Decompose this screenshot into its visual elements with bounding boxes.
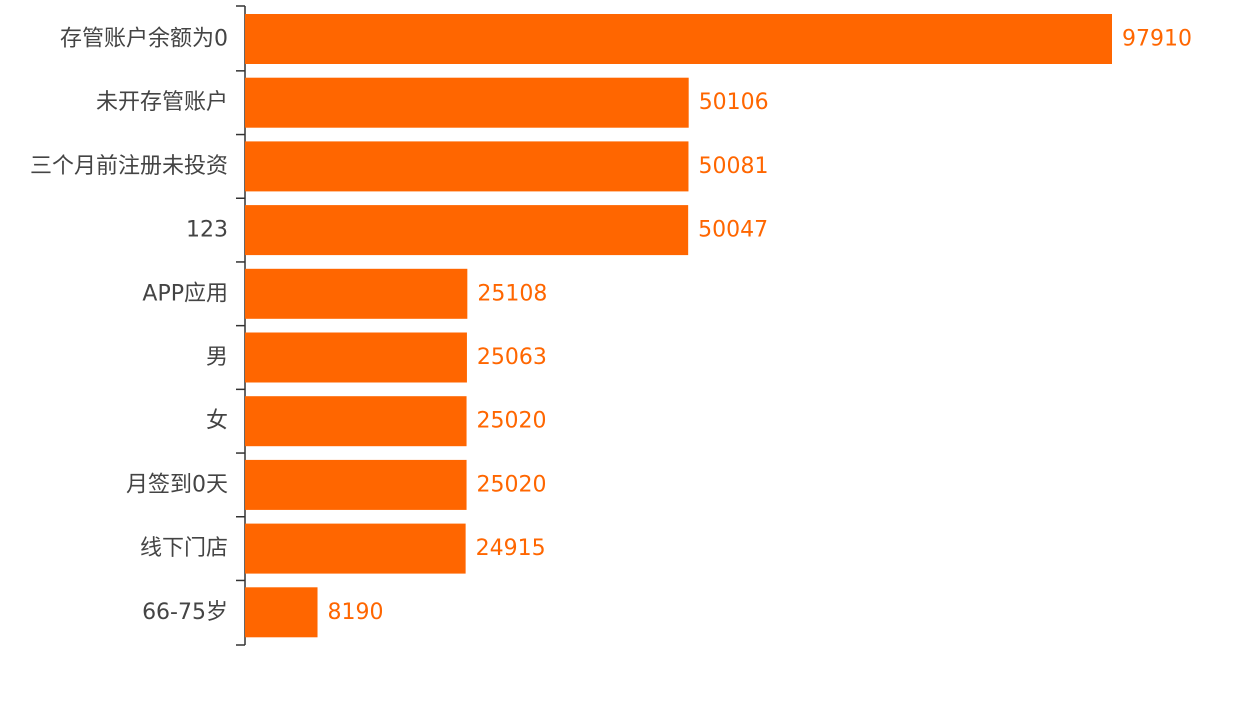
data-label: 25063: [477, 345, 547, 370]
category-label: 66-75岁: [142, 600, 228, 625]
bar: [245, 523, 466, 574]
category-label: 未开存管账户: [96, 90, 228, 115]
data-label: 50106: [699, 90, 769, 115]
bar: [245, 14, 1112, 64]
data-label: 97910: [1122, 27, 1192, 52]
value-labels: 97910 50106 50081 50047 25108 25063 25020 25020…: [328, 27, 1192, 625]
category-label: 三个月前注册未投资: [30, 154, 228, 179]
category-label: 女: [206, 409, 228, 434]
category-label: APP应用: [142, 281, 228, 306]
bar: [245, 459, 467, 510]
bar: [245, 396, 467, 447]
category-label: 123: [186, 218, 228, 243]
data-label: 25020: [477, 409, 547, 434]
data-label: 8190: [328, 600, 384, 625]
bar: [245, 141, 689, 192]
category-label: 月签到0天: [126, 472, 228, 497]
bar: [245, 77, 689, 128]
bar: [245, 332, 467, 383]
data-label: 25020: [477, 472, 547, 497]
bar: [245, 587, 318, 638]
bars: [245, 14, 1112, 638]
category-label: 男: [206, 345, 228, 370]
y-axis: [236, 5, 246, 646]
bar: [245, 205, 689, 256]
category-label: 存管账户余额为0: [60, 27, 228, 52]
data-label: 50047: [698, 218, 768, 243]
bar: [245, 268, 468, 319]
data-label: 25108: [477, 281, 547, 306]
data-label: 50081: [698, 154, 768, 179]
data-label: 24915: [476, 536, 546, 561]
category-label: 线下门店: [140, 536, 228, 561]
